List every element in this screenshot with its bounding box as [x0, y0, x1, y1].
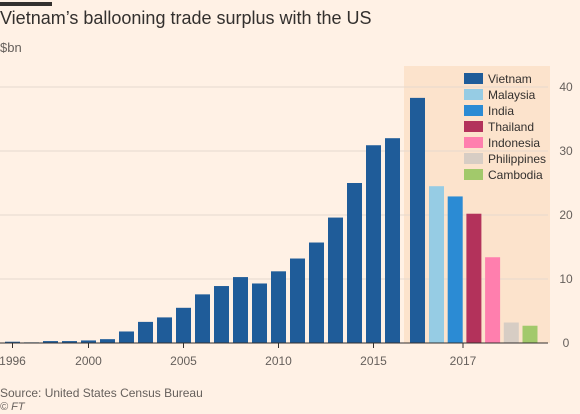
bar-vietnam-1999 — [62, 341, 77, 343]
bar-2017-cambodia — [522, 325, 538, 343]
legend-swatch-india — [464, 105, 483, 116]
bar-vietnam-2001 — [100, 339, 115, 343]
y-tick-label: 0 — [563, 336, 570, 350]
bar-vietnam-2002 — [119, 331, 134, 343]
title-accent-bar — [0, 2, 52, 6]
legend-label-malaysia: Malaysia — [488, 88, 536, 102]
bar-vietnam-2009 — [252, 283, 267, 343]
bar-vietnam-2014 — [347, 183, 362, 343]
credit: © FT — [0, 401, 25, 413]
y-tick-label: 40 — [559, 80, 573, 94]
source-note: Source: United States Census Bureau — [0, 386, 203, 400]
bar-vietnam-1998 — [43, 341, 58, 343]
bar-vietnam-2008 — [233, 277, 248, 343]
bar-vietnam-2004 — [157, 317, 172, 343]
bar-vietnam-2016 — [385, 138, 400, 343]
x-tick-label: 2010 — [265, 354, 292, 368]
x-tick-label: 2000 — [75, 354, 102, 368]
bar-vietnam-2017 — [410, 97, 425, 343]
bar-vietnam-2011 — [290, 258, 305, 343]
unit-label: $bn — [0, 40, 22, 55]
legend-swatch-cambodia — [464, 169, 483, 180]
legend-label-thailand: Thailand — [488, 120, 534, 134]
bar-vietnam-2005 — [176, 307, 191, 343]
bar-vietnam-2013 — [328, 217, 343, 343]
x-tick-label: 2017 — [450, 354, 477, 368]
legend-swatch-vietnam — [464, 73, 483, 84]
legend-swatch-thailand — [464, 121, 483, 132]
bar-vietnam-2015 — [366, 145, 381, 343]
bar-vietnam-2007 — [214, 286, 229, 343]
bar-2017-philippines — [503, 322, 519, 343]
legend-swatch-philippines — [464, 153, 483, 164]
legend-label-philippines: Philippines — [488, 152, 546, 166]
y-tick-label: 30 — [559, 144, 573, 158]
legend-label-indonesia: Indonesia — [488, 136, 540, 150]
bar-2017-india — [447, 196, 463, 343]
x-tick-label: 2005 — [170, 354, 197, 368]
bar-2017-indonesia — [485, 257, 501, 343]
legend-swatch-indonesia — [464, 137, 483, 148]
x-tick-label: 2015 — [360, 354, 387, 368]
legend-label-india: India — [488, 104, 514, 118]
legend-swatch-malaysia — [464, 89, 483, 100]
legend-label-vietnam: Vietnam — [488, 72, 532, 86]
bar-vietnam-2006 — [195, 294, 210, 343]
bar-vietnam-2012 — [309, 242, 324, 343]
bar-vietnam-1996 — [5, 341, 20, 343]
bar-2017-thailand — [466, 213, 482, 343]
x-tick-label: 1996 — [0, 354, 26, 368]
chart-title: Vietnam’s ballooning trade surplus with … — [0, 8, 372, 28]
legend-label-cambodia: Cambodia — [488, 168, 543, 182]
y-tick-label: 10 — [559, 272, 573, 286]
bar-vietnam-2000 — [81, 340, 96, 343]
bar-2017-malaysia — [429, 186, 444, 343]
y-tick-label: 20 — [559, 208, 573, 222]
bar-vietnam-2010 — [271, 271, 286, 343]
bar-vietnam-2003 — [138, 321, 153, 343]
